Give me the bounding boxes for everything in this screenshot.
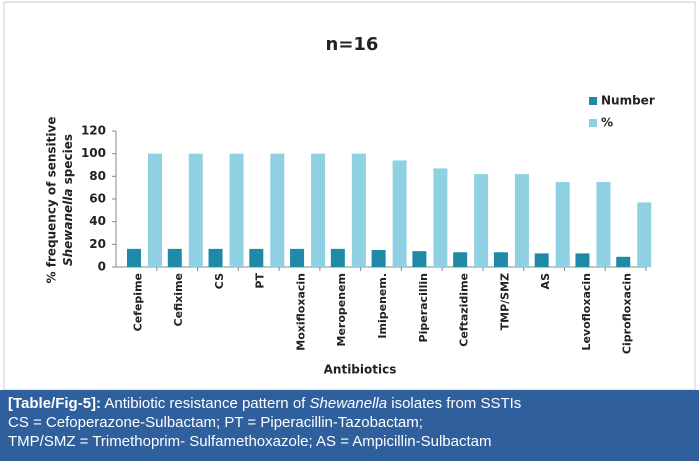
x-tick-label: Moxifloxacin [294, 273, 307, 351]
bar [514, 174, 529, 267]
x-tick-label: Meropenem [335, 273, 348, 346]
bar [555, 182, 570, 267]
x-axis-label: Antibiotics [324, 363, 397, 377]
x-tick-label: Imipenem. [376, 273, 389, 339]
bar [371, 250, 386, 267]
bar [575, 253, 590, 267]
bar [249, 248, 264, 267]
x-tick-label: Piperacillin [417, 273, 430, 342]
bar [229, 153, 244, 267]
y-axis-label: Shewanella species [61, 134, 75, 266]
caption-text: isolates from SSTIs [391, 395, 522, 412]
y-tick-label: 120 [81, 124, 106, 138]
bar [148, 153, 162, 267]
bar [392, 160, 407, 267]
bar [474, 174, 489, 267]
bar [270, 153, 285, 267]
bar [311, 153, 326, 267]
caption: [Table/Fig-5]: Antibiotic resistance pat… [0, 390, 699, 461]
caption-italic: Shewanella [309, 395, 388, 412]
bar [637, 202, 652, 267]
y-tick-label: 0 [98, 260, 106, 274]
bar [493, 252, 508, 267]
x-tick-label: Cefixime [172, 273, 185, 326]
x-tick-label: TMP/SMZ [498, 273, 511, 330]
bar [433, 168, 448, 267]
bar [351, 153, 366, 267]
x-tick-label: Ceftazidime [458, 273, 471, 347]
chart: n=16 Antibiotics % frequency of sensitiv… [3, 1, 696, 390]
bar [167, 248, 182, 267]
bar [534, 253, 549, 267]
x-tick-label: Cefepime [131, 273, 144, 331]
y-tick-label: 60 [89, 192, 106, 206]
caption-line: [Table/Fig-5]: Antibiotic resistance pat… [8, 394, 691, 413]
y-tick-label: 20 [89, 237, 106, 251]
y-tick-label: 100 [81, 146, 106, 160]
x-tick-label: CS [213, 273, 226, 289]
legend-label: % [601, 116, 613, 130]
x-tick-label: PT [254, 273, 267, 289]
bar [412, 251, 427, 267]
bar [330, 248, 345, 267]
chart-title: n=16 [326, 34, 379, 55]
bar [616, 256, 631, 267]
caption-text: Antibiotic resistance pattern of [104, 395, 306, 412]
legend-swatch [589, 97, 597, 105]
y-axis-label-rest: species [61, 134, 75, 184]
y-tick-label: 80 [89, 169, 106, 183]
legend-label: Number [601, 94, 655, 108]
bar [453, 252, 468, 267]
legend-swatch [589, 119, 597, 127]
chart-frame [3, 1, 696, 390]
x-tick-label: Levofloxacin [580, 273, 593, 351]
bar [127, 248, 141, 267]
bar [596, 182, 611, 267]
caption-line: TMP/SMZ = Trimethoprim- Sulfamethoxazole… [8, 433, 492, 450]
y-tick-label: 40 [89, 214, 106, 228]
bar [188, 153, 203, 267]
y-axis-label-italic: Shewanella [61, 189, 75, 267]
y-axis-label: % frequency of sensitive [45, 117, 59, 284]
caption-line: CS = Cefoperazone-Sulbactam; PT = Pipera… [8, 414, 423, 431]
caption-label: [Table/Fig-5]: [8, 395, 102, 412]
bar [290, 248, 305, 267]
bar [208, 248, 223, 267]
x-tick-label: AS [539, 273, 552, 290]
x-tick-label: Ciprofloxacin [621, 273, 634, 354]
